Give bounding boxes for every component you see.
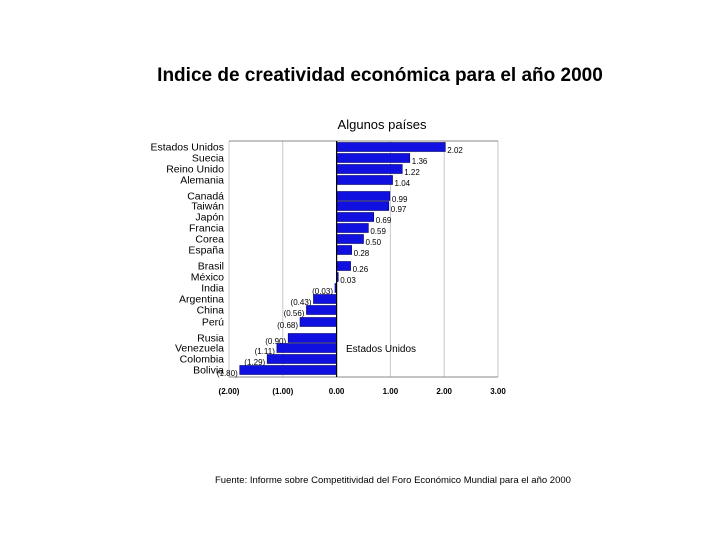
x-tick-label: 2.00 <box>436 387 452 396</box>
bar <box>313 294 337 304</box>
category-label: Rusia <box>197 333 224 345</box>
value-label: 0.69 <box>376 216 392 225</box>
category-label: Bolivia <box>193 365 224 377</box>
value-label: (1.29) <box>244 358 265 367</box>
value-label: 0.97 <box>391 205 407 214</box>
value-label: 0.50 <box>366 238 382 247</box>
bar <box>336 234 364 244</box>
category-label: Alemania <box>180 175 224 187</box>
value-label: (0.03) <box>312 287 333 296</box>
category-label: Taiwán <box>191 201 224 213</box>
value-label: (1.80) <box>217 369 238 378</box>
source-note: Fuente: Informe sobre Competitividad del… <box>215 475 571 486</box>
category-label: México <box>191 272 224 284</box>
bar <box>336 142 446 152</box>
bar <box>336 261 351 271</box>
value-label: (0.68) <box>277 321 298 330</box>
category-label: India <box>201 283 224 295</box>
value-label: 0.99 <box>392 195 408 204</box>
value-label: 0.28 <box>354 249 370 258</box>
value-label: 0.59 <box>370 227 386 236</box>
bar <box>336 175 393 185</box>
category-label: Suecia <box>192 153 224 165</box>
category-label: Brasil <box>198 261 224 273</box>
x-tick-label: 0.00 <box>329 387 345 396</box>
bar <box>299 317 337 327</box>
category-label: Francia <box>189 223 224 235</box>
x-tick-label: 3.00 <box>490 387 506 396</box>
bar <box>336 153 411 163</box>
bar <box>266 354 337 364</box>
category-label: Reino Unido <box>166 164 224 176</box>
bar <box>336 245 352 255</box>
category-label: Japón <box>195 212 224 224</box>
bar <box>336 201 390 211</box>
category-label: España <box>188 245 224 257</box>
category-label: China <box>197 305 225 317</box>
category-label: Perú <box>202 317 224 329</box>
annotation-label: Estados Unidos <box>346 344 416 355</box>
value-label: 0.03 <box>340 276 356 285</box>
category-label: Venezuela <box>175 343 224 355</box>
bar <box>336 164 403 174</box>
bar <box>336 212 375 222</box>
value-label: 2.02 <box>447 146 463 155</box>
category-label: Colombia <box>180 354 225 366</box>
category-label: Estados Unidos <box>150 142 224 154</box>
value-label: (0.43) <box>291 298 312 307</box>
category-label: Corea <box>195 234 224 246</box>
bar <box>239 365 337 375</box>
x-tick-label: 1.00 <box>383 387 399 396</box>
category-label: Argentina <box>179 294 224 306</box>
bar <box>287 333 337 343</box>
value-label: (0.90) <box>265 337 286 346</box>
value-label: 1.22 <box>404 168 420 177</box>
bar <box>276 343 337 353</box>
value-label: 1.04 <box>395 179 411 188</box>
value-label: 1.36 <box>412 157 428 166</box>
bar <box>306 305 337 315</box>
value-label: (0.56) <box>284 309 305 318</box>
x-tick-label: (1.00) <box>272 387 293 396</box>
value-label: (1.11) <box>255 347 276 356</box>
category-label: Canadá <box>187 191 224 203</box>
chart-title: Indice de creatividad económica para el … <box>157 65 603 86</box>
bar <box>336 191 391 201</box>
bar <box>336 223 369 233</box>
x-tick-label: (2.00) <box>219 387 240 396</box>
value-label: 0.26 <box>353 265 369 274</box>
chart-subtitle: Algunos países <box>337 117 427 132</box>
